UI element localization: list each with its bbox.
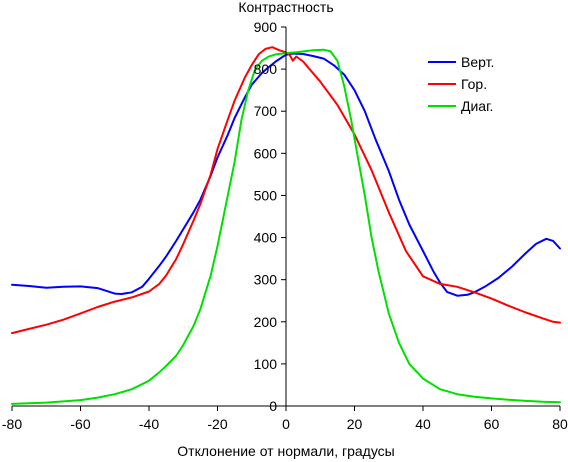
y-axis-title: Контрастность [238, 0, 333, 15]
x-tick-label-5: 20 [347, 416, 363, 432]
y-tick-label-9: 900 [254, 19, 278, 35]
y-tick-label-8: 800 [254, 61, 278, 77]
series-line-1 [11, 46, 561, 335]
x-tick-label-7: 60 [484, 416, 500, 432]
x-tick-label-0: -80 [2, 416, 22, 432]
legend-label-0: Верт. [461, 54, 494, 70]
x-tick-label-4: 0 [282, 416, 290, 432]
x-tick-label-6: 40 [415, 416, 431, 432]
legend: Верт. Гор. Диаг. [428, 54, 494, 114]
y-tick-label-7: 700 [254, 103, 278, 119]
series-line-2 [11, 48, 561, 405]
x-tick-label-3: -20 [207, 416, 227, 432]
y-tick-label-4: 400 [254, 230, 278, 246]
y-tick-label-2: 200 [254, 314, 278, 330]
y-tick-label-3: 300 [254, 272, 278, 288]
y-tick-label-5: 500 [254, 187, 278, 203]
x-axis-title: Отклонение от нормали, градусы [177, 443, 394, 459]
y-tick-label-0: 0 [269, 398, 277, 414]
legend-label-2: Диаг. [461, 98, 493, 114]
ticks-layer: -80 -60 -40 -20 0 20 40 60 800100200300400500600… [2, 19, 568, 432]
y-tick-label-6: 600 [254, 145, 278, 161]
x-tick-label-1: -60 [70, 416, 90, 432]
legend-label-1: Гор. [461, 76, 487, 92]
x-tick-label-2: -40 [139, 416, 159, 432]
y-tick-label-1: 100 [254, 356, 278, 372]
x-tick-label-8: 80 [552, 416, 568, 432]
